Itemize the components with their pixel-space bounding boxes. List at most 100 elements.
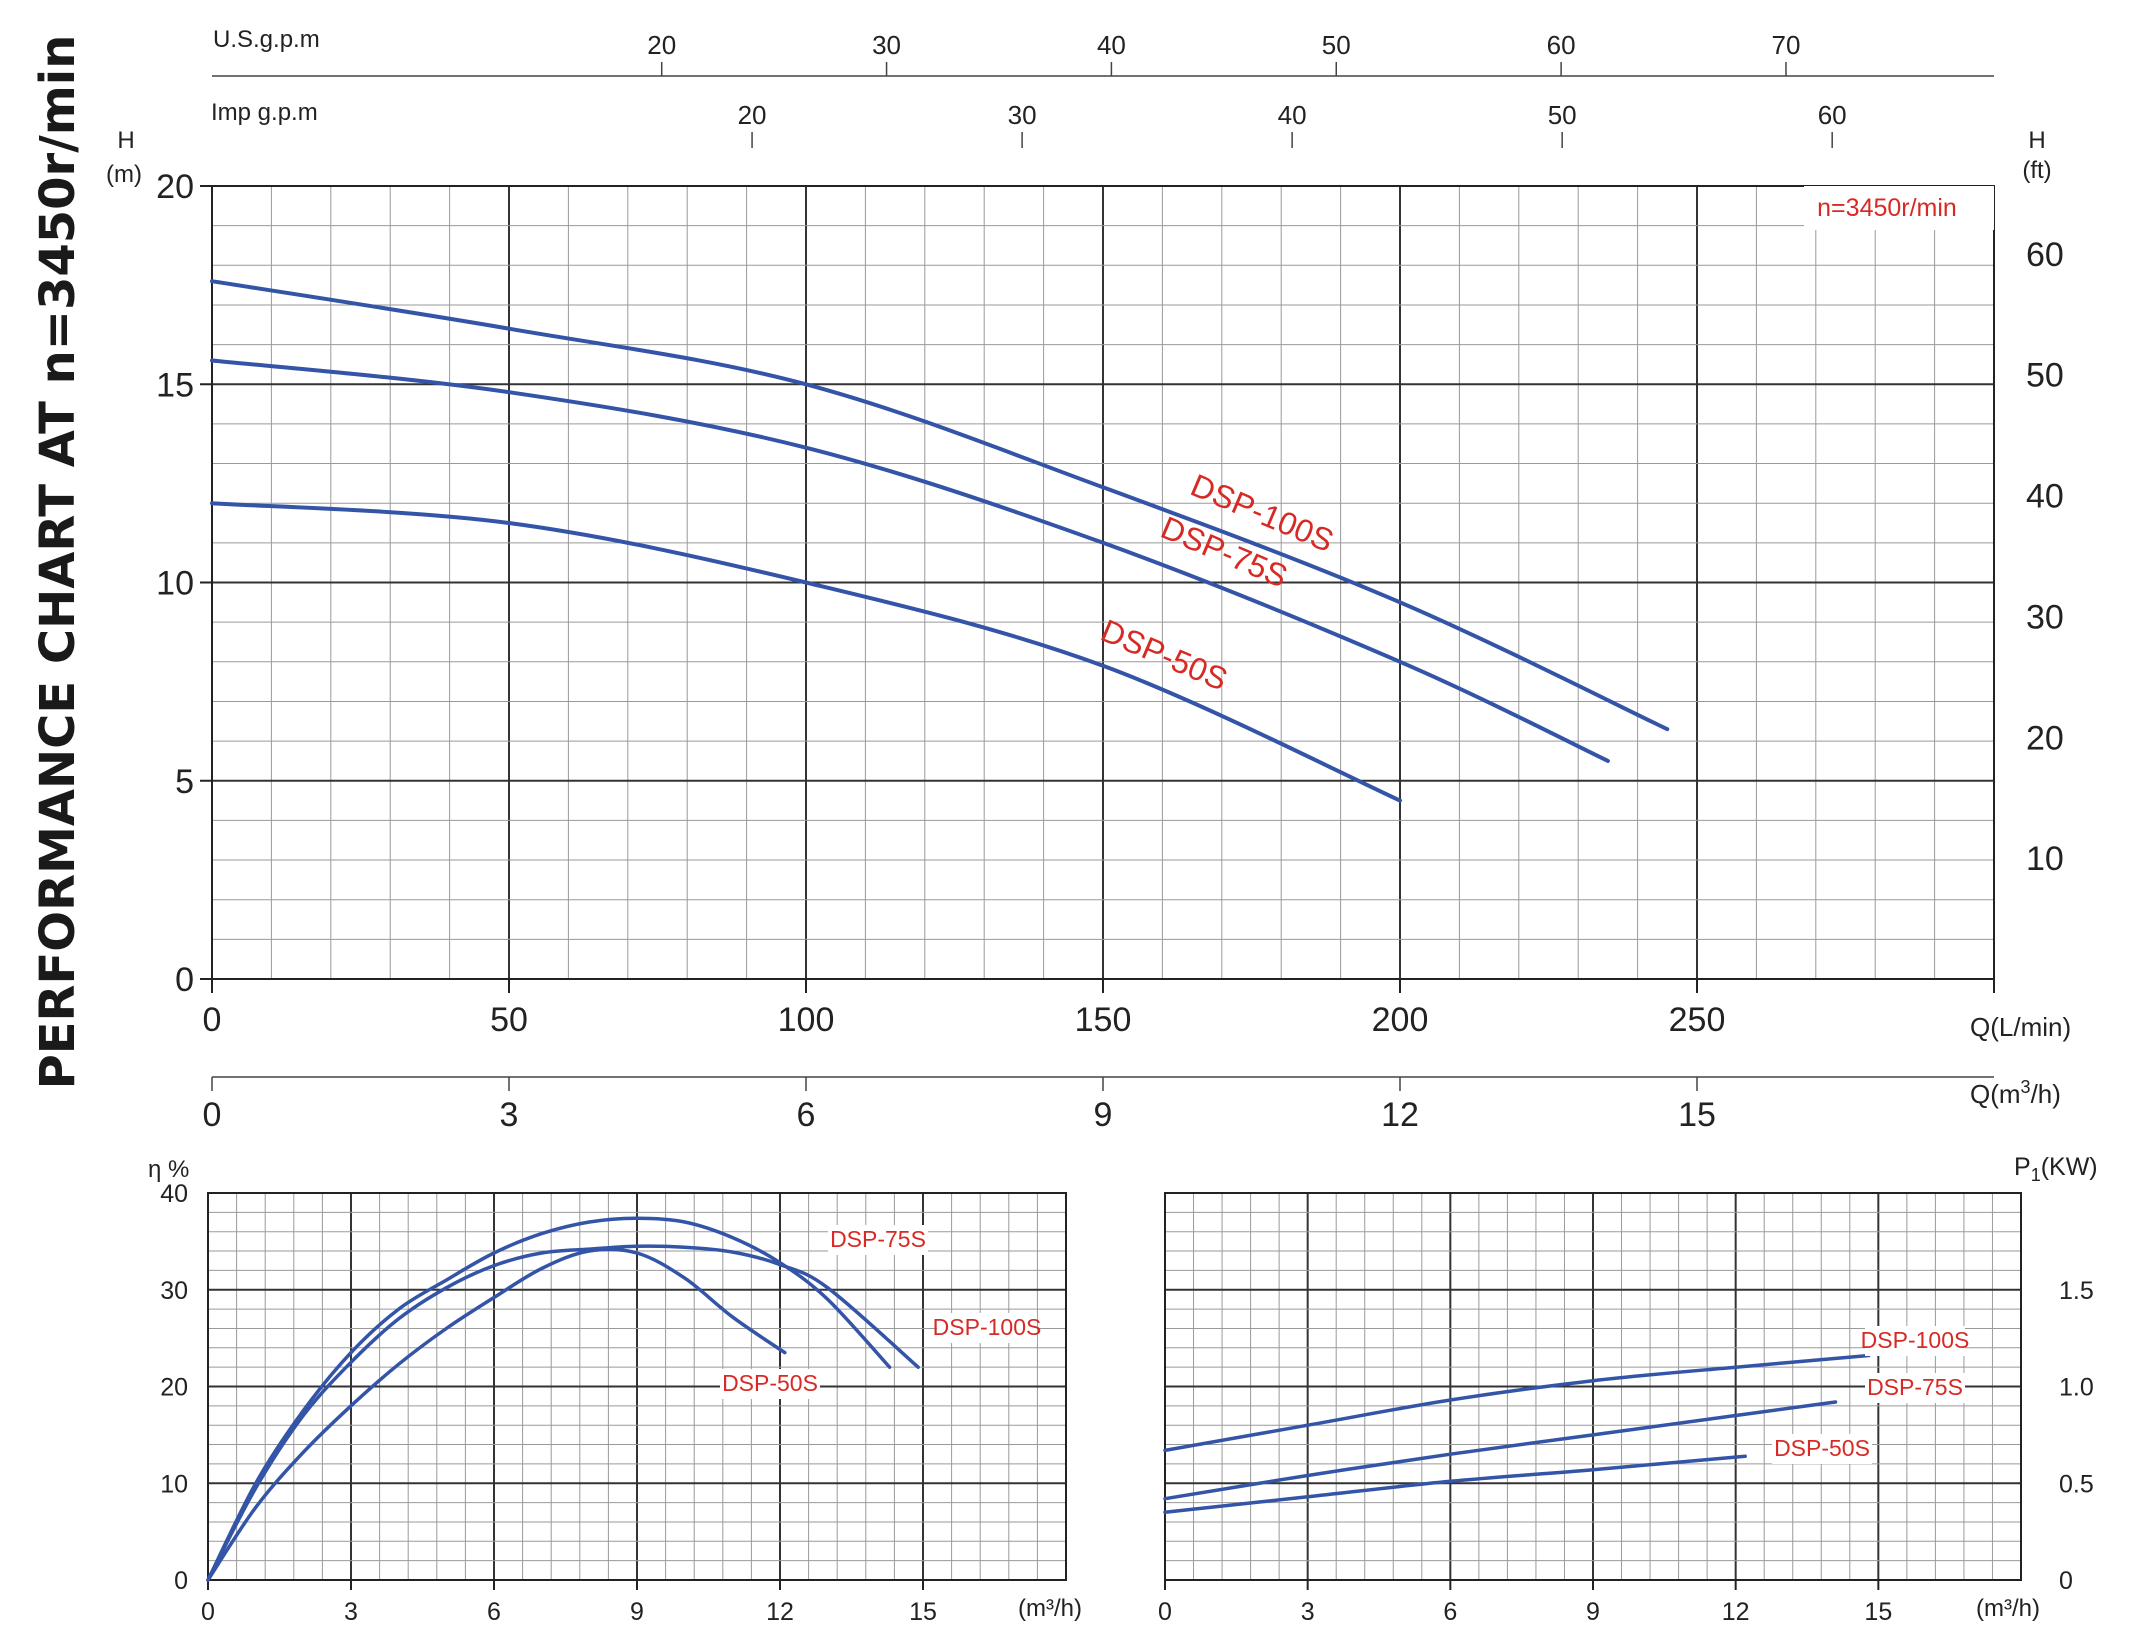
series-label-bg <box>1772 1434 1872 1464</box>
y-tick-label: 5 <box>175 763 194 801</box>
power-chart-grid: 0 3 6 9 12 15 0 0.5 1.0 1.5 <box>1158 1192 2094 1626</box>
y-tick-label: 1.0 <box>2059 1374 2094 1402</box>
efficiency-chart-grid: 0 3 6 9 12 15 0 10 20 30 40 <box>160 1180 1067 1626</box>
x-tick-label: 0 <box>203 1001 222 1039</box>
series-label: DSP-50S <box>722 1370 818 1396</box>
head-curve-dsp-50s <box>210 501 1402 803</box>
impgpm-tick-label: 40 <box>1278 100 1307 130</box>
y-tick-label: 40 <box>160 1180 188 1208</box>
y-tick-label: 20 <box>156 168 194 206</box>
x-tick-label: 0 <box>1158 1598 1172 1626</box>
flow-m3h-label-sup: 3 <box>2021 1077 2031 1097</box>
series-label-bg <box>720 1369 820 1399</box>
series-label: DSP-100S <box>1861 1327 1970 1353</box>
impgpm-tick-label: 30 <box>1008 100 1037 130</box>
head-curve-dsp-100s <box>210 279 1670 732</box>
usgpm-tick-label: 70 <box>1772 30 1801 60</box>
usgpm-axis-label: U.S.g.p.m <box>213 26 320 53</box>
m3h-tick-label: 15 <box>1678 1096 1716 1134</box>
curve-dsp-100s <box>206 1244 920 1582</box>
power-chart-curves <box>1163 1353 1871 1515</box>
y-tick-label: 1.5 <box>2059 1277 2094 1305</box>
impgpm-axis-label: Imp g.p.m <box>211 99 318 126</box>
x-tick-label: 6 <box>487 1598 501 1626</box>
power-chart-labels: DSP-100S DSP-75S DSP-50S <box>1772 1326 1969 1464</box>
head-axis-unit-right: (ft) <box>2022 157 2051 184</box>
speed-badge: n=3450r/min <box>1817 194 1957 222</box>
y-tick-label: 20 <box>160 1374 188 1402</box>
head-chart-curves <box>210 279 1670 803</box>
head-axis-label-right: H <box>2028 127 2045 154</box>
y-tick-label: 10 <box>156 565 194 603</box>
series-label-bg <box>937 1313 1037 1343</box>
x-tick-label: 3 <box>1301 1598 1315 1626</box>
y-tick-label: 0 <box>175 961 194 999</box>
x-tick-label: 50 <box>490 1001 528 1039</box>
series-label: DSP-100S <box>933 1314 1042 1340</box>
series-label: DSP-75S <box>1867 1374 1963 1400</box>
x-tick-label: 3 <box>344 1598 358 1626</box>
ft-tick-label: 60 <box>2026 236 2064 274</box>
impgpm-tick-label: 20 <box>738 100 767 130</box>
series-label-bg <box>1865 1326 1965 1356</box>
ft-tick-label: 10 <box>2026 840 2064 878</box>
curve-dsp-50s <box>206 1247 787 1582</box>
x-tick-label: 9 <box>1586 1598 1600 1626</box>
impgpm-tick-label: 50 <box>1548 100 1577 130</box>
efficiency-chart-curves <box>206 1216 920 1582</box>
series-label-bg <box>1865 1373 1965 1403</box>
flow-lmin-axis-label: Q(L/min) <box>1970 1012 2071 1042</box>
series-label: DSP-75S <box>830 1226 926 1252</box>
x-tick-label: 15 <box>909 1598 937 1626</box>
x-tick-label: 0 <box>201 1598 215 1626</box>
curve-dsp-75s <box>1163 1400 1838 1501</box>
curve-dsp-100s <box>1163 1353 1871 1453</box>
x-tick-label: 12 <box>1722 1598 1750 1626</box>
y-tick-label: 10 <box>160 1470 188 1498</box>
head-series-label: DSP-50S <box>1096 612 1233 697</box>
x-tick-label: 6 <box>1443 1598 1457 1626</box>
x-tick-label: 100 <box>778 1001 835 1039</box>
x-tick-label: 250 <box>1669 1001 1726 1039</box>
efficiency-axis-label: η % <box>148 1156 189 1183</box>
x-tick-label: 9 <box>630 1598 644 1626</box>
ft-tick-label: 50 <box>2026 357 2064 395</box>
y-tick-label: 30 <box>160 1277 188 1305</box>
flow-m3h-axis-label: Q(m3/h) <box>1970 1077 2061 1109</box>
power-label-main: P <box>2014 1153 2031 1181</box>
flow-m3h-label-main: Q(m <box>1970 1079 2021 1109</box>
series-label-bg <box>828 1225 928 1255</box>
x-tick-label: 150 <box>1075 1001 1132 1039</box>
usgpm-tick-label: 40 <box>1097 30 1126 60</box>
impgpm-tick-label: 60 <box>1818 100 1847 130</box>
efficiency-chart-labels: DSP-75S DSP-100S DSP-50S <box>720 1225 1041 1399</box>
m3h-tick-label: 3 <box>500 1096 519 1134</box>
power-label-end: (KW) <box>2041 1153 2098 1181</box>
m3h-tick-label: 12 <box>1381 1096 1419 1134</box>
y-tick-label: 15 <box>156 366 194 404</box>
head-curve-dsp-75s <box>210 358 1610 763</box>
ft-tick-label: 40 <box>2026 478 2064 516</box>
x-tick-label: 200 <box>1372 1001 1429 1039</box>
x-tick-label: 12 <box>766 1598 794 1626</box>
y-tick-label: 0.5 <box>2059 1470 2094 1498</box>
y-tick-label: 0 <box>174 1567 188 1595</box>
usgpm-tick-label: 20 <box>647 30 676 60</box>
flow-m3h-label-end: /h) <box>2031 1079 2061 1109</box>
m3h-tick-label: 6 <box>797 1096 816 1134</box>
usgpm-tick-label: 60 <box>1547 30 1576 60</box>
power-x-unit: (m³/h) <box>1976 1595 2040 1622</box>
usgpm-tick-label: 50 <box>1322 30 1351 60</box>
head-axis-unit-left: (m) <box>106 161 142 188</box>
power-label-sub: 1 <box>2031 1165 2041 1185</box>
m3h-tick-label: 9 <box>1094 1096 1113 1134</box>
y-tick-label: 0 <box>2059 1567 2073 1595</box>
page-title: PERFORMANCE CHART AT n=3450r/min <box>30 35 86 1090</box>
ft-tick-label: 30 <box>2026 598 2064 636</box>
curve-dsp-50s <box>1163 1454 1747 1515</box>
head-axis-label-left: H <box>117 127 134 154</box>
usgpm-tick-label: 30 <box>872 30 901 60</box>
power-axis-label: P1(KW) <box>2014 1153 2098 1185</box>
